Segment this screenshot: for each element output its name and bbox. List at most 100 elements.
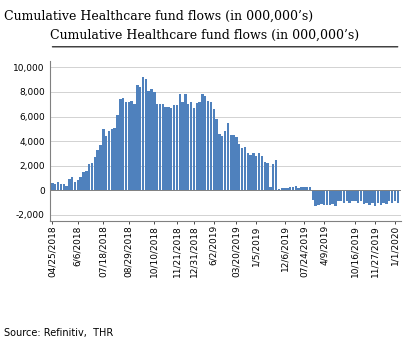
Bar [133,104,136,190]
Bar [122,98,124,190]
Bar [354,190,356,201]
Bar [108,131,110,190]
Bar [241,149,243,190]
Bar [116,115,119,190]
Bar [326,190,328,205]
Bar [349,190,351,203]
Bar [207,101,209,190]
Bar [128,102,130,190]
Bar [71,177,74,190]
Bar [382,190,385,203]
Bar [314,190,317,206]
Bar [233,135,235,190]
Bar [145,79,147,190]
Bar [394,190,396,201]
Bar [235,137,237,190]
Bar [286,188,289,190]
Bar [79,177,82,190]
Bar [111,129,113,190]
Bar [278,189,280,190]
Bar [167,107,170,190]
Bar [294,186,297,190]
Bar [247,153,249,190]
Bar [317,190,320,205]
Bar [147,91,150,190]
Bar [351,190,354,201]
Bar [190,102,192,190]
Bar [216,119,218,190]
Bar [65,186,68,190]
Text: Cumulative Healthcare fund flows (in 000,000’s): Cumulative Healthcare fund flows (in 000… [4,10,313,23]
Bar [213,109,215,190]
Bar [238,143,240,190]
Bar [368,190,371,205]
Bar [193,108,195,190]
Bar [374,190,376,206]
Bar [303,187,306,190]
Bar [396,190,399,203]
Bar [227,123,229,190]
Bar [385,190,388,204]
Bar [332,190,334,204]
Bar [170,108,173,190]
Bar [340,190,342,201]
Bar [306,187,309,190]
Bar [201,95,204,190]
Bar [380,190,382,205]
Bar [255,156,257,190]
Bar [184,95,187,190]
Bar [62,184,65,190]
Bar [181,102,184,190]
Bar [131,101,133,190]
Bar [136,85,138,190]
Bar [363,190,365,204]
Bar [198,102,201,190]
Bar [97,150,99,190]
Bar [204,96,206,190]
Bar [156,104,158,190]
Bar [218,134,221,190]
Bar [153,92,156,190]
Bar [357,190,359,203]
Bar [224,131,226,190]
Bar [91,163,93,190]
Bar [102,129,104,190]
Bar [275,159,277,190]
Bar [159,104,161,190]
Text: Cumulative Healthcare fund flows (in 000,000’s): Cumulative Healthcare fund flows (in 000… [50,29,358,42]
Bar [230,135,232,190]
Bar [263,162,266,190]
Bar [161,104,164,190]
Bar [77,181,79,190]
Bar [337,190,339,201]
Bar [300,187,303,190]
Bar [309,187,311,190]
Bar [196,103,198,190]
Bar [244,147,246,190]
Bar [292,187,294,190]
Bar [249,155,252,190]
Bar [269,187,272,190]
Bar [178,95,181,190]
Bar [51,183,54,190]
Bar [82,172,85,190]
Bar [176,105,178,190]
Bar [142,76,144,190]
Bar [210,102,212,190]
Bar [289,187,292,190]
Bar [272,165,274,190]
Bar [391,190,393,203]
Bar [57,182,59,190]
Bar [377,190,379,203]
Bar [54,184,57,190]
Bar [99,146,102,190]
Bar [312,190,314,200]
Bar [252,153,254,190]
Bar [371,190,373,203]
Bar [173,105,176,190]
Bar [139,87,141,190]
Bar [258,153,260,190]
Bar [360,190,362,201]
Bar [283,188,286,190]
Bar [280,188,283,190]
